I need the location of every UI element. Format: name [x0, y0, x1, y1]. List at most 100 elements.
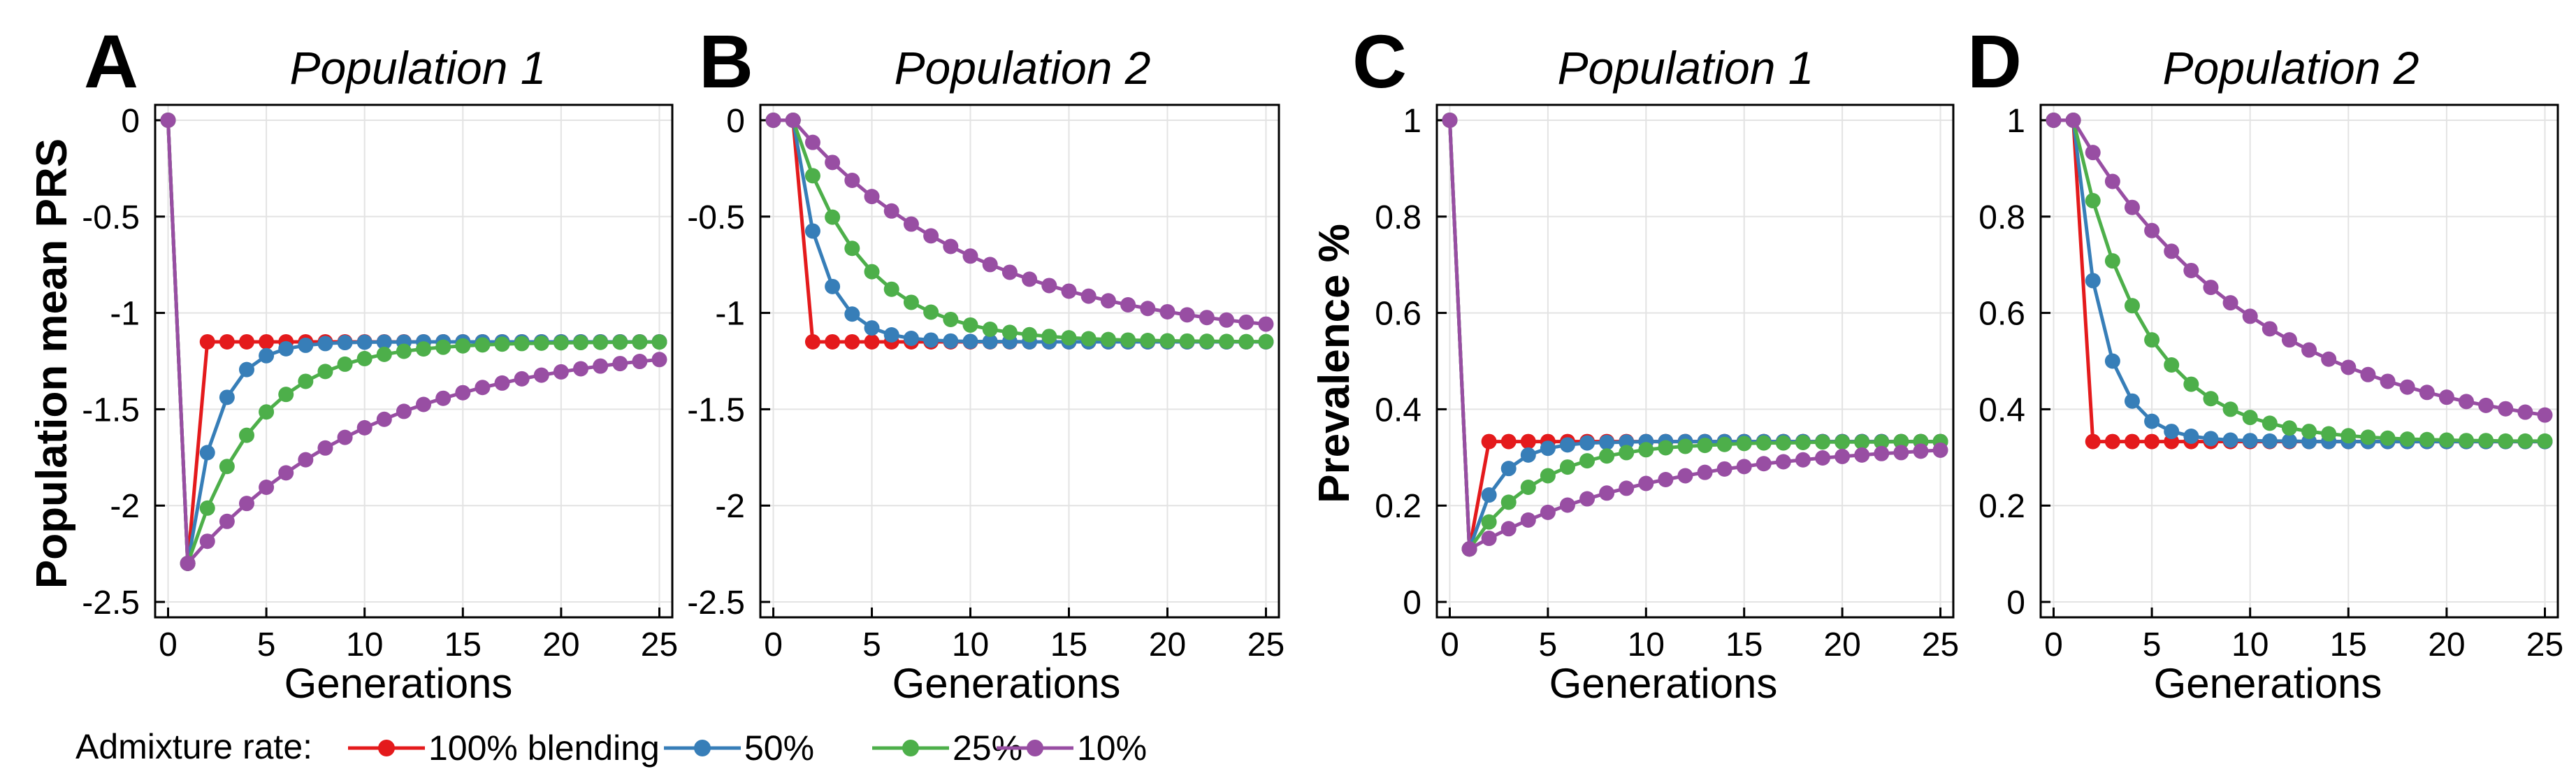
data-point-10-d — [2438, 389, 2454, 405]
data-point-10-b — [1140, 301, 1156, 317]
data-point-10-c — [1461, 541, 1477, 557]
x-tick-label-a: 10 — [346, 626, 383, 663]
data-point-25-b — [1258, 333, 1274, 350]
y-tick-label-d: 0.4 — [1978, 392, 2025, 429]
data-point-10-d — [2281, 332, 2297, 348]
data-point-50-c — [1559, 437, 1575, 453]
data-point-100-blending-a — [219, 333, 235, 350]
data-point-50-b — [982, 333, 998, 350]
x-tick-label-c: 10 — [1628, 626, 1665, 663]
data-point-25-c — [1874, 434, 1890, 450]
panel-b-plot: 0 5 10 15 20 25 0 -0.5 -1 -1.5 -2 -2.5 — [687, 103, 1285, 663]
y-tick-label-d: 1 — [2006, 103, 2025, 140]
data-point-10-c — [1874, 445, 1890, 461]
data-point-10-d — [2340, 359, 2357, 375]
axes-frame-d — [2039, 103, 2559, 619]
y-tick-label-a: -0.5 — [82, 199, 140, 236]
legend-label-50: 50% — [744, 728, 814, 768]
data-point-10-a — [632, 354, 648, 370]
data-point-25-a — [278, 387, 294, 403]
data-point-25-d — [2124, 298, 2140, 314]
data-point-25-d — [2085, 193, 2101, 209]
data-point-50-d — [2222, 432, 2238, 448]
x-tick-label-c: 20 — [1823, 626, 1860, 663]
data-point-25-c — [1756, 435, 1772, 451]
data-point-10-a — [396, 403, 412, 419]
x-tick-label-b: 20 — [1149, 626, 1186, 663]
x-tick-label-b: 5 — [862, 626, 881, 663]
data-point-50-d — [2144, 413, 2160, 429]
y-tick-label-b: -1 — [715, 296, 745, 333]
data-point-10-c — [1520, 512, 1536, 528]
data-point-25-c — [1677, 438, 1693, 454]
axes-frame-c — [1435, 103, 1955, 619]
panel-title-d: Population 2 — [2163, 42, 2419, 94]
data-point-50-d — [2183, 428, 2199, 444]
data-point-25-a — [455, 338, 471, 354]
data-point-50-d — [2281, 433, 2297, 449]
x-tick-label-d: 10 — [2231, 626, 2269, 663]
data-point-10-a — [356, 419, 372, 436]
data-point-100-blending-d — [2104, 433, 2120, 450]
data-point-10-b — [1022, 271, 1038, 287]
data-point-10-c — [1579, 491, 1595, 507]
data-point-50-c — [1599, 434, 1615, 450]
data-point-10-d — [2517, 404, 2533, 420]
data-point-50-b — [923, 332, 939, 348]
panel-label-d: D — [1967, 19, 2022, 103]
data-point-25-c — [1815, 434, 1831, 450]
legend-marker-100-blending — [378, 740, 395, 756]
data-point-25-b — [804, 168, 820, 184]
data-point-10-c — [1756, 456, 1772, 472]
legend: Admixture rate: 100% blending 50% 25% 10… — [75, 727, 1147, 768]
data-point-10-a — [573, 361, 589, 377]
data-point-25-b — [1100, 331, 1116, 347]
data-point-50-a — [219, 389, 235, 405]
data-point-25-b — [962, 317, 978, 333]
data-point-10-a — [298, 452, 314, 468]
y-tick-label-b: 0 — [726, 103, 745, 140]
data-point-10-b — [923, 228, 939, 244]
data-point-25-c — [1520, 480, 1536, 496]
x-tick-label-a: 25 — [641, 626, 678, 663]
legend-label-10: 10% — [1077, 728, 1147, 768]
data-point-10-a — [514, 371, 530, 387]
data-point-25-d — [2281, 420, 2297, 436]
data-point-10-d — [2498, 401, 2514, 417]
data-point-25-a — [337, 356, 353, 372]
panel-label-b: B — [699, 19, 753, 103]
legend-title: Admixture rate: — [75, 727, 312, 766]
y-tick-label-a: -2 — [110, 488, 140, 525]
x-tick-label-d: 0 — [2044, 626, 2063, 663]
data-point-25-c — [1854, 434, 1870, 450]
data-point-10-b — [1041, 278, 1057, 294]
panel-a-plot: 0 5 10 15 20 25 0 -0.5 -1 -1.5 -2 -2.5 — [82, 103, 678, 663]
data-point-50-b — [883, 327, 899, 343]
data-point-10-a — [160, 112, 176, 128]
panel-c-plot: 0 5 10 15 20 25 0 0.2 0.4 0.6 0.8 1 — [1375, 103, 1959, 663]
y-tick-label-a: -1.5 — [82, 392, 140, 429]
data-point-25-b — [864, 264, 880, 280]
data-point-50-a — [376, 334, 392, 350]
data-point-25-a — [376, 346, 392, 362]
data-point-25-a — [219, 459, 235, 475]
data-point-10-b — [962, 248, 978, 264]
data-point-10-c — [1442, 112, 1458, 128]
x-tick-label-b: 10 — [952, 626, 989, 663]
data-point-25-d — [2380, 430, 2396, 446]
y-tick-label-d: 0.8 — [1978, 199, 2025, 236]
data-point-25-d — [2537, 433, 2553, 449]
y-tick-label-d: 0.6 — [1978, 296, 2025, 333]
data-point-10-b — [982, 257, 998, 273]
data-point-100-blending-a — [199, 333, 215, 350]
y-tick-label-c: 0.8 — [1375, 199, 1421, 236]
data-point-10-d — [2046, 112, 2062, 128]
data-point-25-d — [2459, 433, 2475, 449]
data-point-25-b — [943, 311, 959, 327]
data-point-10-d — [2085, 145, 2101, 161]
data-point-25-c — [1893, 433, 1909, 450]
data-point-50-d — [2104, 353, 2120, 369]
data-point-10-a — [180, 555, 196, 571]
data-point-10-b — [883, 203, 899, 219]
